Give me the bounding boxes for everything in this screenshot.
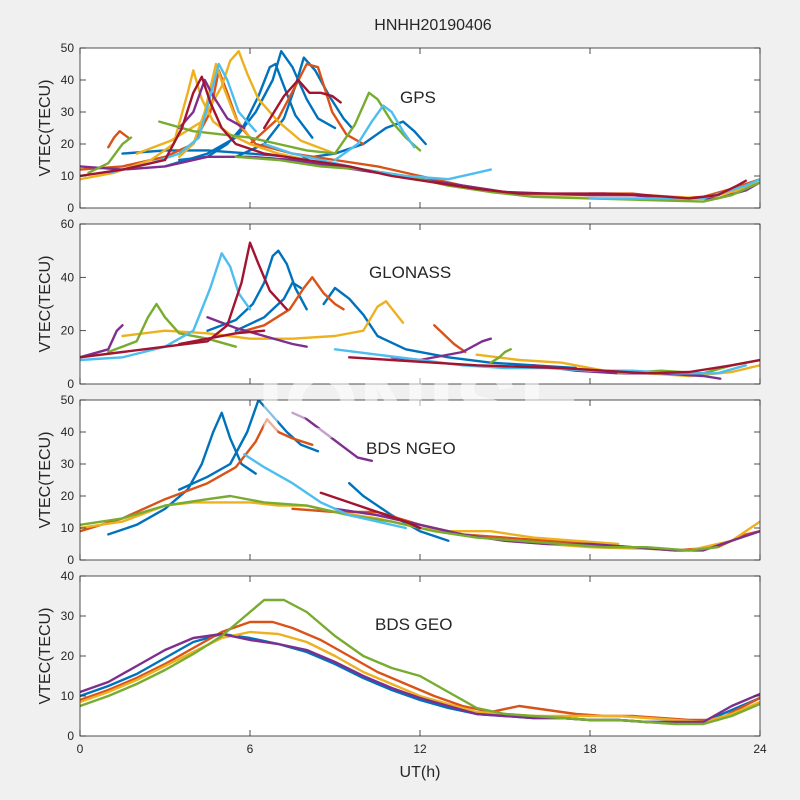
panel-annotation: BDS NGEO — [366, 439, 456, 458]
y-tick-label: 20 — [61, 324, 75, 338]
series-line — [87, 136, 133, 174]
series-line — [135, 50, 337, 155]
x-axis-label: UT(h) — [400, 764, 441, 781]
series-group — [80, 241, 760, 380]
series-line — [80, 75, 747, 200]
y-axis-label: VTEC(TECU) — [37, 256, 54, 353]
series-line — [319, 491, 422, 530]
panel-bds-geo: 0 10 20 30 40 0 6 12 18 24 VTEC(TECU) BDS GEO — [37, 569, 767, 756]
series-group — [80, 50, 760, 203]
series-line — [178, 329, 266, 346]
y-axis-label: VTEC(TECU) — [37, 432, 54, 529]
panel-annotation: GPS — [400, 88, 436, 107]
series-line — [234, 155, 760, 203]
panel-glonass: 0 20 40 60 VTEC(TECU) GLONASS — [37, 217, 761, 391]
y-tick-label: 40 — [61, 425, 75, 439]
series-line — [263, 78, 342, 130]
y-tick-label: 30 — [61, 105, 75, 119]
plot-area — [80, 576, 760, 736]
series-line — [121, 300, 405, 340]
y-tick-label: 0 — [67, 377, 74, 391]
series-line — [489, 348, 512, 364]
series-line — [243, 453, 407, 530]
y-tick-label: 10 — [61, 521, 75, 535]
series-group — [80, 598, 760, 726]
series-line — [107, 302, 237, 354]
y-tick-label: 10 — [61, 169, 75, 183]
series-line — [234, 281, 303, 332]
panel-gps: 0 10 20 30 40 50 VTEC(TECU) GPS — [37, 41, 761, 215]
panel-annotation: BDS GEO — [375, 615, 452, 634]
series-line — [588, 178, 760, 200]
y-tick-label: 20 — [61, 489, 75, 503]
y-tick-label: 40 — [61, 270, 75, 284]
series-line — [80, 630, 760, 724]
series-line — [263, 142, 492, 181]
panel-annotation: GLONASS — [369, 263, 451, 282]
y-tick-label: 30 — [61, 609, 75, 623]
y-tick-label: 20 — [61, 137, 75, 151]
y-tick-label: 50 — [61, 41, 75, 55]
series-line — [234, 56, 354, 158]
y-tick-label: 10 — [61, 689, 75, 703]
x-tick-label: 12 — [413, 742, 427, 756]
y-tick-label: 40 — [61, 73, 75, 87]
series-line — [206, 249, 308, 332]
y-tick-label: 60 — [61, 217, 75, 231]
y-axis-label: VTEC(TECU) — [37, 80, 54, 177]
series-line — [80, 494, 719, 552]
series-line — [447, 530, 620, 546]
y-tick-label: 50 — [61, 393, 75, 407]
plot-area — [80, 224, 760, 384]
y-tick-label: 0 — [67, 729, 74, 743]
y-tick-label: 30 — [61, 457, 75, 471]
series-line — [234, 276, 345, 335]
figure-title: HNHH20190406 — [374, 17, 492, 34]
series-line — [333, 104, 416, 162]
series-line — [80, 241, 288, 359]
series-line — [248, 62, 365, 146]
y-tick-label: 0 — [67, 201, 74, 215]
series-line — [322, 286, 577, 370]
x-tick-label: 18 — [583, 742, 597, 756]
x-tick-label: 0 — [77, 742, 84, 756]
series-line — [178, 78, 246, 130]
series-line — [80, 324, 124, 359]
series-line — [348, 356, 760, 375]
series-line — [433, 324, 467, 354]
panel-bds-ngeo: 0 10 20 30 40 50 VTEC(TECU) BDS NGEO — [37, 393, 761, 567]
series-line — [80, 598, 760, 726]
series-line — [107, 130, 130, 149]
series-group — [80, 400, 760, 552]
y-axis-label: VTEC(TECU) — [37, 608, 54, 705]
series-line — [80, 252, 252, 362]
watermark: IONISE — [257, 352, 582, 459]
y-tick-label: 0 — [67, 553, 74, 567]
x-tick-label: 24 — [753, 742, 767, 756]
y-tick-label: 20 — [61, 649, 75, 663]
y-tick-label: 40 — [61, 569, 75, 583]
series-line — [178, 62, 252, 158]
series-line — [291, 411, 373, 462]
x-tick-label: 6 — [247, 742, 254, 756]
